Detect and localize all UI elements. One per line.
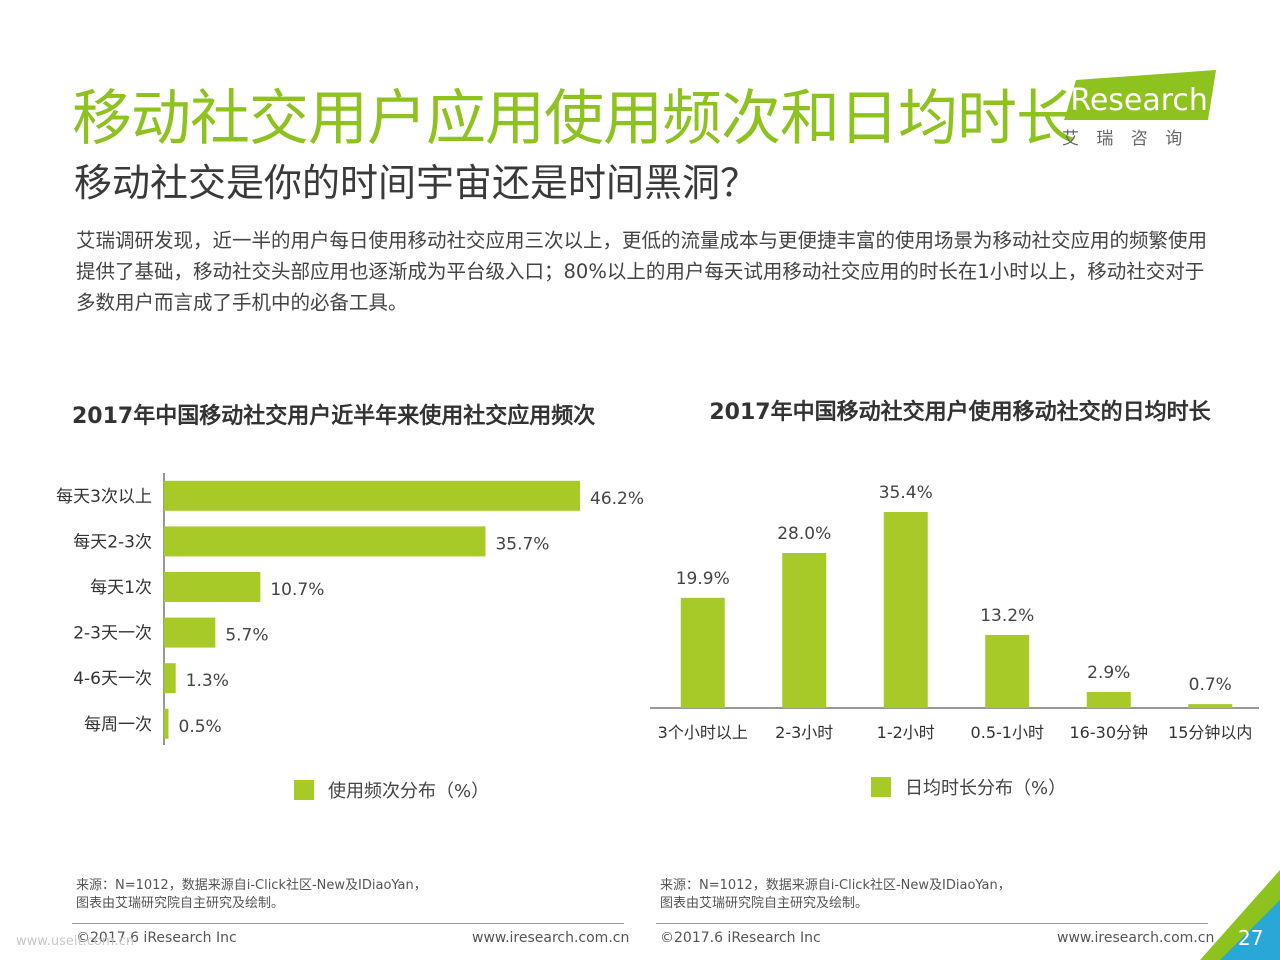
chart1-bar xyxy=(164,708,169,739)
chart2-value-label: 19.9% xyxy=(676,569,730,589)
chart1-source-note: 来源：N=1012，数据来源自i-Click社区-New及IDiaoYan， 图… xyxy=(76,877,596,913)
chart1-bar xyxy=(164,526,486,557)
copyright-right: ©2017.6 iResearch Inc xyxy=(660,930,821,946)
chart2-duration-bar-chart: 19.9% 3个小时以上 28.0% 2-3小时 35.4% 1-2小时 13.2% 0.5-… xyxy=(650,483,1259,742)
chart1-value-label: 5.7% xyxy=(225,626,268,646)
chart1-category-label: 每天1次 xyxy=(90,578,152,598)
chart1-value-label: 46.2% xyxy=(590,489,644,509)
iresearch-logo: iResearch 艾 瑞 咨 询 xyxy=(1062,70,1216,149)
page-title: 移动社交用户应用使用频次和日均时长 xyxy=(72,84,1076,154)
watermark: www.useit.com.cn xyxy=(16,934,134,949)
chart2-category-label: 16-30分钟 xyxy=(1070,723,1149,742)
chart1-category-label: 每天2-3次 xyxy=(73,532,152,552)
corner-decoration xyxy=(1200,870,1280,960)
chart1-category-label: 每天3次以上 xyxy=(56,487,152,507)
chart2-bar xyxy=(985,634,1030,708)
source-line-1: 来源：N=1012，数据来源自i-Click社区-New及IDiaoYan， xyxy=(660,878,1011,893)
chart2-category-label: 2-3小时 xyxy=(775,723,833,742)
chart2-legend: 日均时长分布（%） xyxy=(871,774,1066,800)
chart1-bar xyxy=(164,572,261,602)
chart1-value-label: 1.3% xyxy=(186,671,229,691)
chart1-category-label: 2-3天一次 xyxy=(73,624,152,644)
source-line-2: 图表由艾瑞研究院自主研究及绘制。 xyxy=(76,896,285,911)
chart1-value-label: 35.7% xyxy=(495,534,549,554)
chart2-legend-label: 日均时长分布（%） xyxy=(905,778,1067,799)
source-line-2: 图表由艾瑞研究院自主研究及绘制。 xyxy=(660,896,869,911)
chart2-source-note: 来源：N=1012，数据来源自i-Click社区-New及IDiaoYan， 图… xyxy=(660,877,1180,913)
footer-divider-left xyxy=(72,923,624,924)
summary-paragraph: 艾瑞调研发现，近一半的用户每日使用移动社交应用三次以上，更低的流量成本与更便捷丰… xyxy=(76,229,1208,314)
copyright-left: ©2017.6 iResearch Inc xyxy=(76,930,237,946)
chart1-category-label: 4-6天一次 xyxy=(73,669,152,689)
chart2-category-label: 15分钟以内 xyxy=(1168,723,1252,742)
chart2-legend-swatch xyxy=(871,777,891,797)
chart2-bar xyxy=(1086,691,1131,708)
logo-cn-text: 艾 瑞 咨 询 xyxy=(1062,129,1188,149)
page-subtitle: 移动社交是你的时间宇宙还是时间黑洞？ xyxy=(74,161,759,205)
chart2-category-label: 0.5-1小时 xyxy=(971,723,1044,742)
chart2-bar xyxy=(883,512,928,708)
chart1-title: 2017年中国移动社交用户近半年来使用社交应用频次 xyxy=(72,404,596,429)
logo-brand-text: iResearch xyxy=(1062,83,1208,118)
chart1-frequency-bar-chart: 每天3次以上 46.2% 每天2-3次 35.7% 每天1次 10.7% 2-3天一次 5.7… xyxy=(56,473,644,745)
chart2-bar xyxy=(680,597,725,708)
website-link-right[interactable]: www.iresearch.com.cn xyxy=(1057,930,1215,946)
chart2-bar xyxy=(1188,704,1233,708)
chart1-bar xyxy=(164,480,580,511)
chart2-value-label: 2.9% xyxy=(1087,663,1130,683)
chart2-value-label: 28.0% xyxy=(777,524,831,544)
chart1-bar xyxy=(164,663,176,694)
chart1-category-label: 每周一次 xyxy=(84,715,152,735)
footer-divider-right xyxy=(656,923,1208,924)
chart2-value-label: 35.4% xyxy=(879,483,933,503)
chart2-bar xyxy=(782,552,827,708)
chart1-value-label: 0.5% xyxy=(179,717,222,737)
chart2-category-label: 3个小时以上 xyxy=(658,723,748,742)
chart1-legend: 使用频次分布（%） xyxy=(294,777,489,803)
chart1-legend-swatch xyxy=(294,780,314,800)
source-line-1: 来源：N=1012，数据来源自i-Click社区-New及IDiaoYan， xyxy=(76,878,427,893)
chart2-value-label: 13.2% xyxy=(980,606,1034,626)
chart1-legend-label: 使用频次分布（%） xyxy=(328,781,490,802)
chart2-value-label: 0.7% xyxy=(1189,675,1232,695)
chart1-value-label: 10.7% xyxy=(270,580,324,600)
chart2-category-label: 1-2小时 xyxy=(877,723,935,742)
page-number: 27 xyxy=(1238,926,1264,950)
chart2-title: 2017年中国移动社交用户使用移动社交的日均时长 xyxy=(709,400,1211,425)
chart1-bar xyxy=(164,617,216,648)
website-link-left[interactable]: www.iresearch.com.cn xyxy=(472,930,630,946)
